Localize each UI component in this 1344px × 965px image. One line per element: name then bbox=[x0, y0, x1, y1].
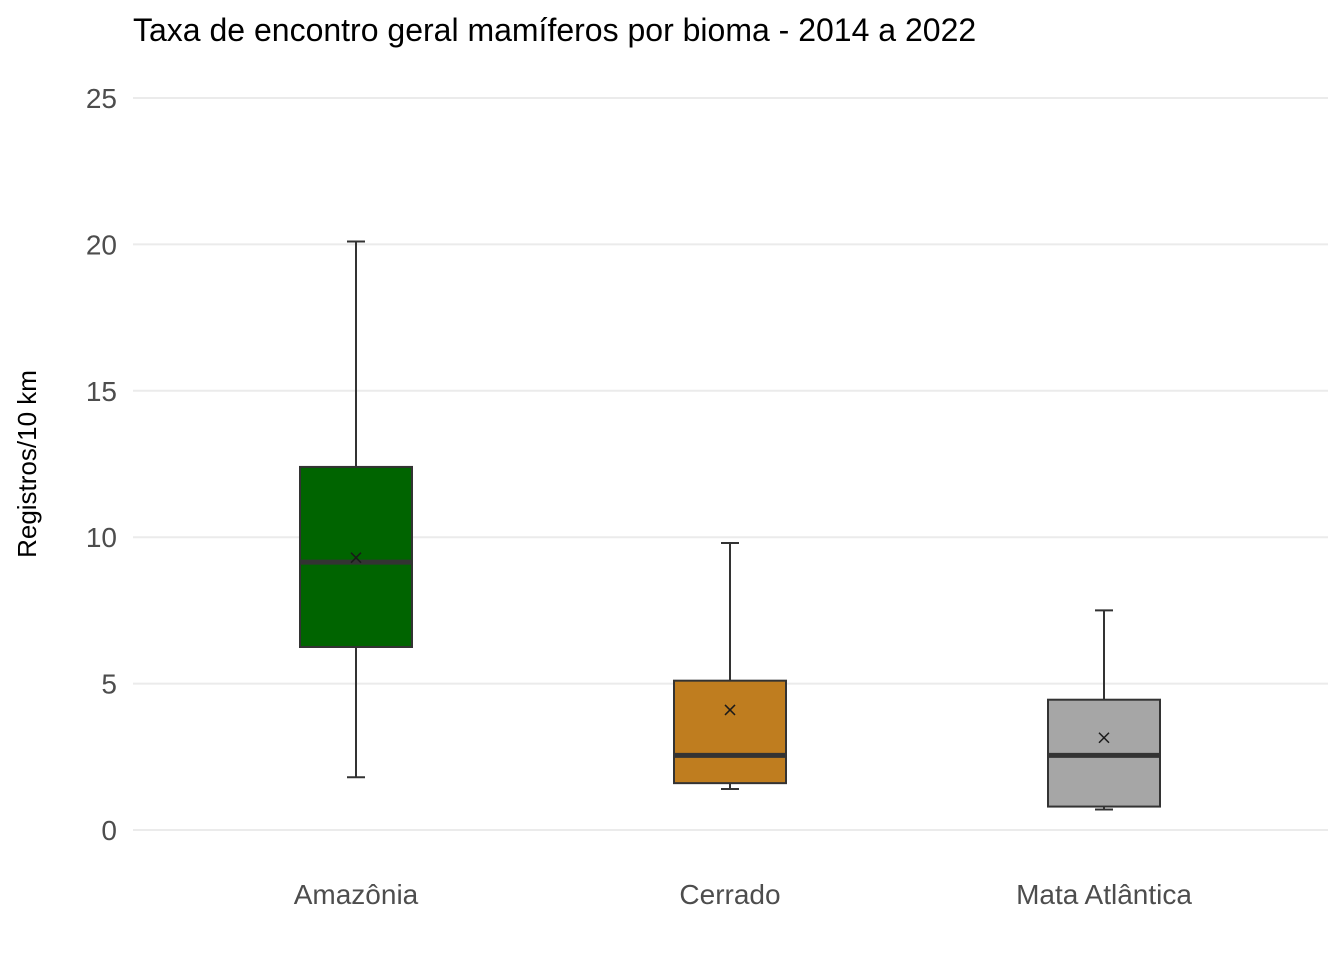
y-tick-label: 15 bbox=[86, 376, 117, 407]
y-tick-label: 0 bbox=[101, 815, 117, 846]
x-tick-label: Cerrado bbox=[679, 879, 780, 910]
chart-title: Taxa de encontro geral mamíferos por bio… bbox=[133, 12, 976, 48]
y-tick-labels: 0 5 10 15 20 25 bbox=[86, 83, 117, 846]
box-group-2 bbox=[1047, 609, 1161, 811]
y-tick-label: 25 bbox=[86, 83, 117, 114]
iqr-box bbox=[673, 679, 787, 785]
x-tick-label: Mata Atlântica bbox=[1016, 879, 1192, 910]
mean-marker bbox=[724, 704, 736, 716]
box-group-1 bbox=[673, 542, 787, 791]
x-tick-label: Amazônia bbox=[294, 879, 419, 910]
box-group-0 bbox=[299, 240, 413, 779]
mean-marker bbox=[1098, 732, 1110, 744]
boxes-layer bbox=[299, 240, 1161, 811]
y-tick-label: 5 bbox=[101, 669, 117, 700]
mean-marker bbox=[350, 552, 362, 564]
x-tick-labels: Amazônia Cerrado Mata Atlântica bbox=[294, 879, 1193, 910]
y-tick-label: 10 bbox=[86, 522, 117, 553]
y-axis-label: Registros/10 km bbox=[12, 370, 42, 558]
y-tick-label: 20 bbox=[86, 229, 117, 260]
